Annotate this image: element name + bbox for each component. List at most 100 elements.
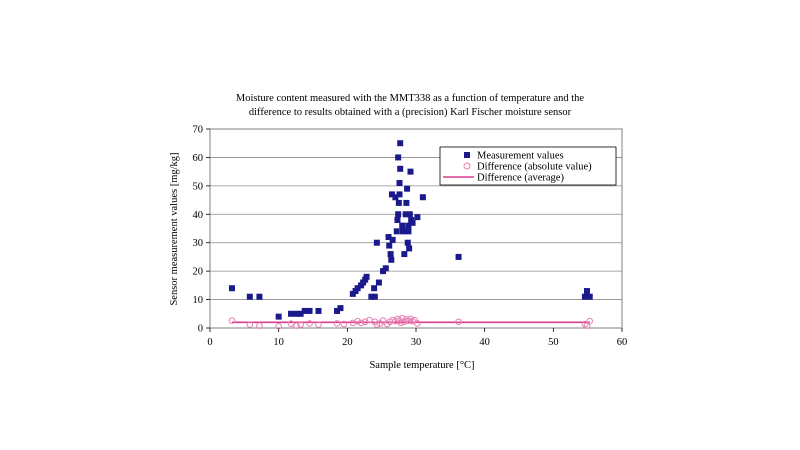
data-point-measurement (406, 211, 413, 218)
x-tick-label: 20 (342, 337, 353, 348)
data-point-difference (586, 317, 594, 325)
data-point-difference (361, 318, 369, 326)
data-point-measurement (382, 265, 389, 272)
data-point-measurement (586, 293, 593, 300)
data-point-measurement (397, 165, 404, 172)
data-point-difference (354, 317, 361, 325)
data-point-difference (373, 321, 381, 328)
y-tick-label: 40 (193, 210, 204, 221)
legend-label-average: Difference (average) (477, 173, 564, 184)
data-point-measurement (385, 234, 392, 241)
gridlines (210, 157, 622, 300)
legend-label-measurement: Measurement values (477, 151, 564, 162)
data-point-measurement (392, 194, 399, 201)
x-tick-label: 10 (273, 337, 284, 348)
data-point-measurement (389, 236, 396, 243)
legend-marker-measurement (464, 152, 470, 158)
data-point-measurement (405, 222, 412, 229)
chart-title-line-2: difference to results obtained with a (p… (249, 107, 572, 118)
data-point-measurement (375, 279, 382, 286)
data-point-difference (357, 319, 365, 327)
data-point-measurement (406, 245, 413, 252)
data-point-measurement (363, 273, 370, 280)
data-marks (228, 140, 594, 330)
x-tick-label: 0 (207, 337, 212, 348)
data-point-measurement (388, 256, 395, 263)
data-point-difference (306, 320, 313, 327)
data-point-difference (379, 317, 387, 324)
x-tick-label: 60 (617, 337, 628, 348)
y-tick-label: 70 (193, 125, 204, 136)
data-point-measurement (368, 293, 375, 300)
data-point-difference (256, 322, 263, 330)
data-point-measurement (371, 285, 378, 292)
y-tick-label: 50 (193, 181, 204, 192)
data-point-measurement (397, 140, 404, 147)
data-point-difference (275, 322, 282, 330)
legend-label-difference: Difference (absolute value) (477, 162, 592, 173)
data-point-measurement (419, 194, 426, 201)
data-point-measurement (256, 293, 263, 300)
y-tick-label: 10 (193, 295, 204, 306)
data-point-measurement (409, 219, 416, 226)
data-point-measurement (228, 285, 235, 292)
legend: Measurement values Difference (absolute … (439, 146, 617, 186)
data-point-difference (414, 320, 421, 327)
data-point-measurement (414, 214, 421, 221)
data-point-difference (340, 320, 348, 328)
data-point-measurement (388, 191, 395, 198)
data-point-measurement (581, 293, 588, 300)
data-point-measurement (396, 191, 403, 198)
data-point-difference (228, 317, 236, 324)
data-point-measurement (393, 228, 400, 235)
data-point-measurement (583, 288, 590, 295)
y-tick-labels: 0 10 20 30 40 50 60 70 (193, 125, 210, 335)
y-tick-label: 30 (193, 238, 204, 249)
data-point-difference (246, 321, 254, 328)
data-point-measurement (407, 168, 414, 175)
y-tick-label: 20 (193, 267, 204, 278)
data-point-measurement (293, 310, 300, 317)
data-point-measurement (337, 305, 344, 312)
data-point-difference (581, 320, 589, 328)
y-tick-label: 0 (198, 324, 203, 335)
legend-marker-difference (463, 162, 471, 170)
data-point-measurement (301, 307, 308, 314)
x-tick-label: 30 (411, 337, 422, 348)
data-point-measurement (404, 185, 411, 192)
data-point-measurement (275, 313, 282, 320)
data-point-measurement (387, 251, 394, 258)
data-point-measurement (404, 239, 411, 246)
chart-title-line-1: Moisture content measured with the MMT33… (236, 93, 584, 104)
data-point-measurement (373, 239, 380, 246)
data-point-measurement (334, 307, 341, 314)
data-point-difference (455, 318, 462, 326)
x-tick-label: 50 (548, 337, 559, 348)
data-point-measurement (394, 216, 401, 223)
data-point-difference (287, 320, 295, 328)
y-tick-label: 60 (193, 153, 204, 164)
data-point-measurement (297, 310, 304, 317)
data-point-measurement (386, 242, 393, 249)
data-point-measurement (306, 307, 313, 314)
data-point-difference (315, 321, 322, 328)
data-point-measurement (395, 211, 402, 218)
data-point-measurement (395, 154, 402, 161)
data-point-measurement (403, 199, 410, 206)
data-point-difference (297, 321, 304, 328)
data-point-measurement (402, 211, 409, 218)
data-point-difference (333, 320, 341, 327)
x-tick-labels: 0 10 20 30 40 50 60 (207, 328, 627, 348)
x-axis-label: Sample temperature [°C] (369, 360, 474, 371)
data-point-measurement (246, 293, 253, 300)
data-point-measurement (354, 285, 361, 292)
data-point-measurement (455, 253, 462, 260)
data-point-measurement (315, 307, 322, 314)
y-axis-label: Sensor measurement values [mg/kg] (169, 152, 180, 305)
data-point-measurement (399, 222, 406, 229)
data-point-measurement (395, 199, 402, 206)
data-point-measurement (405, 228, 412, 235)
data-point-difference (293, 322, 300, 330)
data-point-difference (397, 319, 405, 327)
